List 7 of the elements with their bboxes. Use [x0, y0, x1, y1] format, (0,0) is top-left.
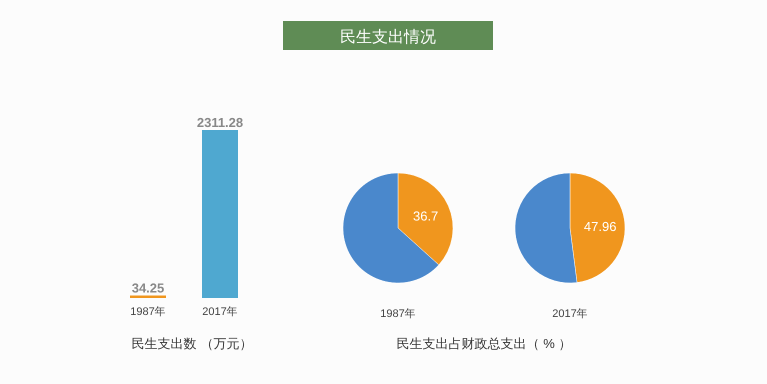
data-label: 36.7: [412, 208, 438, 224]
data-label: 34.25: [132, 280, 164, 296]
text: 民生支出占财政总支出（ % ）: [396, 336, 572, 351]
data-label: 47.96: [584, 219, 616, 234]
x-axis-title: 民生支出数 （万元）: [132, 336, 252, 351]
data-label: 2311.28: [196, 115, 244, 130]
text: 民生支出情况: [340, 28, 436, 46]
